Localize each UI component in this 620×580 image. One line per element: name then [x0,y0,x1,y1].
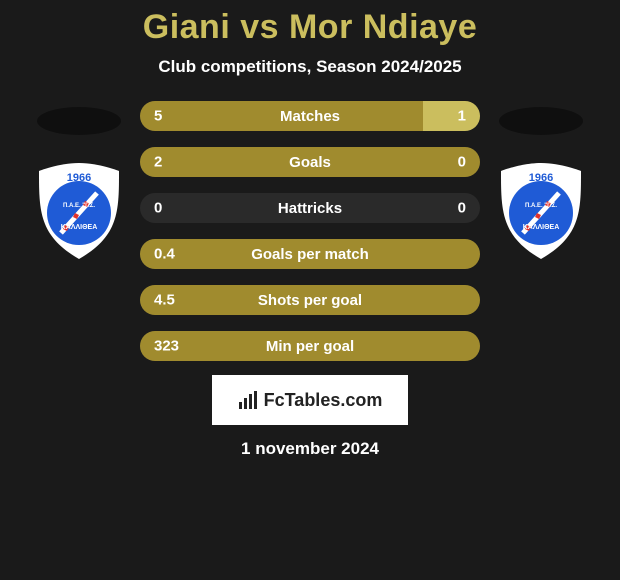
svg-text:1966: 1966 [67,172,91,184]
page-title: Giani vs Mor Ndiaye [143,8,478,47]
stat-label: Hattricks [278,200,342,217]
stat-label: Min per goal [266,338,354,355]
chart-icon [238,390,258,410]
stat-label: Goals [289,154,331,171]
club-badge-left: 1966 Π.Α.Ε. "Γ.Σ. ΚΑΛΛΙΘΕΑ [29,161,129,261]
stat-row: 4.5 Shots per goal [140,285,480,315]
stat-value-right: 0 [458,154,466,171]
svg-text:1966: 1966 [529,172,553,184]
brand-text: FcTables.com [264,390,383,411]
stat-value-right: 0 [458,200,466,217]
stat-label: Shots per goal [258,292,362,309]
player-silhouette-left [37,107,121,135]
svg-text:Π.Α.Ε. "Γ.Σ.: Π.Α.Ε. "Γ.Σ. [63,203,95,209]
svg-text:ΚΑΛΛΙΘΕΑ: ΚΑΛΛΙΘΕΑ [61,224,98,231]
stat-value-left: 4.5 [154,292,175,309]
stats-bars: 5 Matches 1 2 Goals 0 0 Hattricks 0 0.4 Goals per … [140,101,480,361]
player-silhouette-right [499,107,583,135]
stat-value-left: 2 [154,154,162,171]
shield-icon: 1966 Π.Α.Ε. "Γ.Σ. ΚΑΛΛΙΘΕΑ [491,161,591,261]
stat-value-left: 5 [154,108,162,125]
left-player-side: 1966 Π.Α.Ε. "Γ.Σ. ΚΑΛΛΙΘΕΑ [24,101,134,261]
stat-value-left: 0 [154,200,162,217]
stat-row: 323 Min per goal [140,331,480,361]
stat-row: 5 Matches 1 [140,101,480,131]
subtitle: Club competitions, Season 2024/2025 [158,57,461,77]
comparison-panel: 1966 Π.Α.Ε. "Γ.Σ. ΚΑΛΛΙΘΕΑ 5 Matches 1 2 Goa… [0,101,620,361]
stat-row: 0.4 Goals per match [140,239,480,269]
stat-value-left: 0.4 [154,246,175,263]
stat-label: Goals per match [251,246,369,263]
stat-value-left: 323 [154,338,179,355]
right-player-side: 1966 Π.Α.Ε. "Γ.Σ. ΚΑΛΛΙΘΕΑ [486,101,596,261]
stat-fill-right [423,101,480,131]
date-label: 1 november 2024 [241,439,379,459]
brand-box[interactable]: FcTables.com [212,375,408,425]
shield-icon: 1966 Π.Α.Ε. "Γ.Σ. ΚΑΛΛΙΘΕΑ [29,161,129,261]
club-badge-right: 1966 Π.Α.Ε. "Γ.Σ. ΚΑΛΛΙΘΕΑ [491,161,591,261]
stat-row: 2 Goals 0 [140,147,480,177]
stat-value-right: 1 [458,108,466,125]
svg-text:ΚΑΛΛΙΘΕΑ: ΚΑΛΛΙΘΕΑ [523,224,560,231]
stat-row: 0 Hattricks 0 [140,193,480,223]
stat-label: Matches [280,108,340,125]
svg-text:Π.Α.Ε. "Γ.Σ.: Π.Α.Ε. "Γ.Σ. [525,203,557,209]
